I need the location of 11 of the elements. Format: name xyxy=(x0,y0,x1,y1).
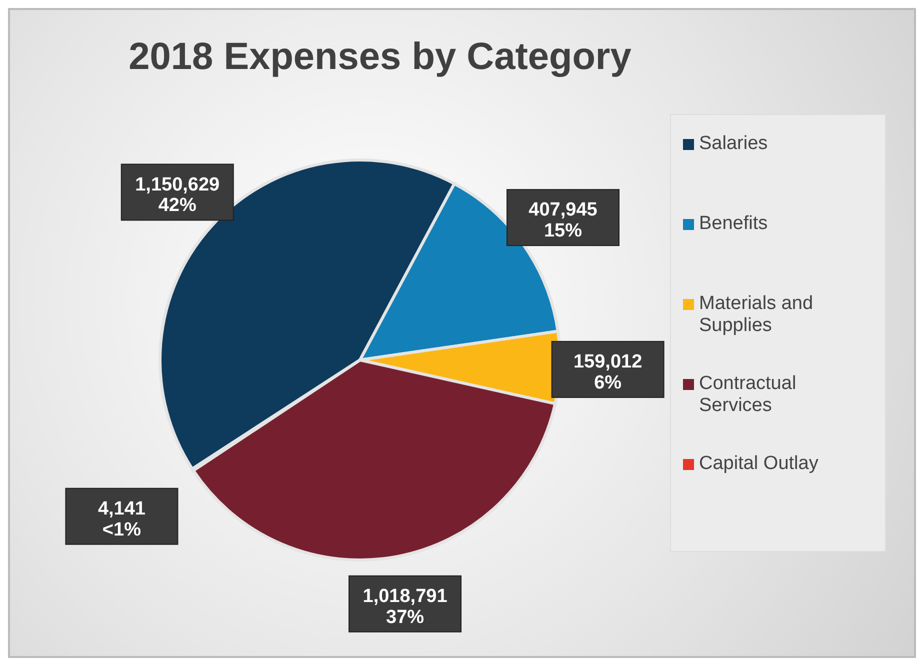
legend-label: Capital Outlay xyxy=(699,453,818,475)
legend-label: Materials and Supplies xyxy=(699,293,814,337)
legend-label: Salaries xyxy=(699,133,768,155)
chart-title: 2018 Expenses by Category xyxy=(128,36,632,79)
data-label: 159,012 6% xyxy=(573,351,642,394)
legend-label: Contractual Services xyxy=(699,373,798,417)
legend-label: Benefits xyxy=(699,213,768,235)
data-label: 407,945 15% xyxy=(528,200,598,242)
data-label: 1,150,629 42% xyxy=(135,174,220,216)
data-label: 1,018,791 37% xyxy=(362,586,448,628)
data-label: 4,141 <1% xyxy=(98,498,146,540)
